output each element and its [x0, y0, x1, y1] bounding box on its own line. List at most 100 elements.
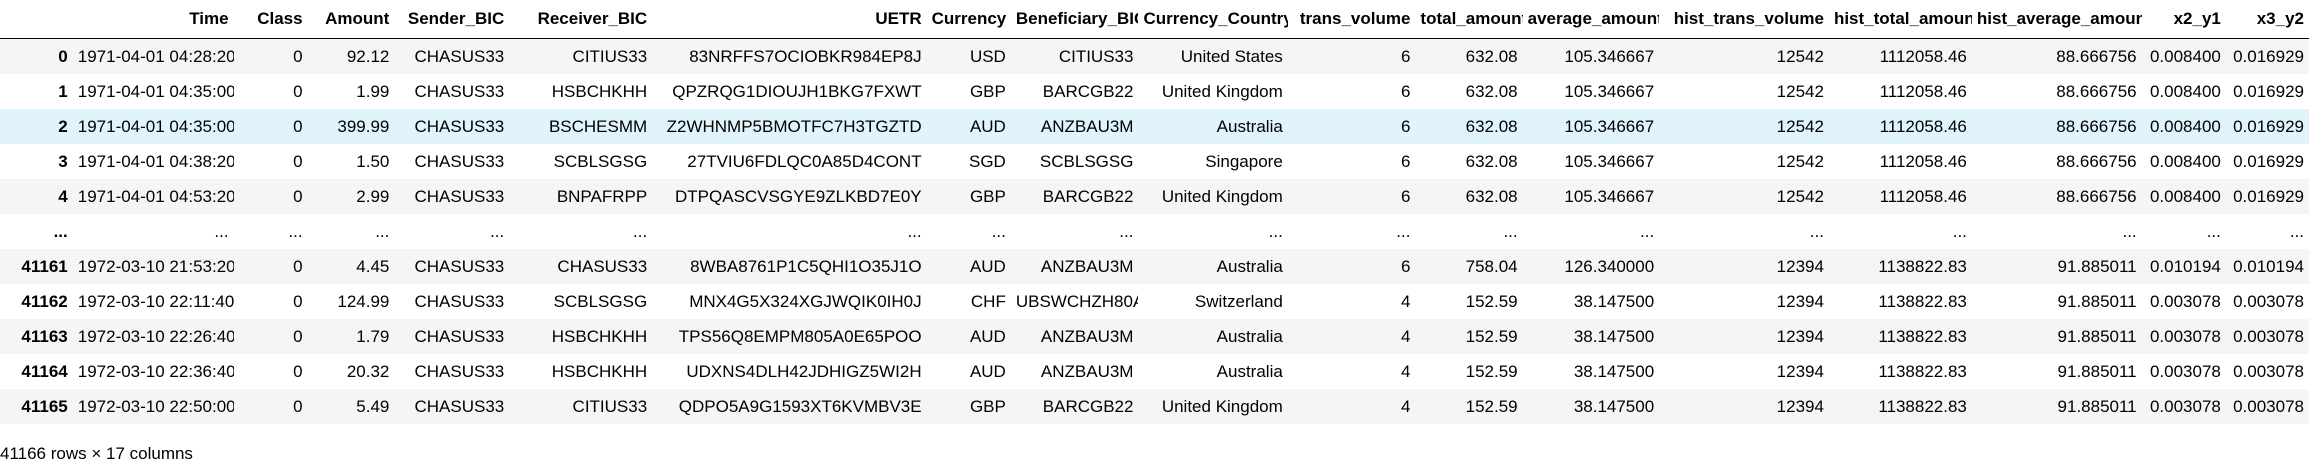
- row-index: 0: [58, 47, 68, 66]
- table-cell: 1112058.46: [1879, 152, 1967, 171]
- column-header-x2-y1: x2_y1: [2141, 0, 2226, 39]
- table-cell: ...: [1396, 222, 1411, 241]
- table-cell: CHASUS33: [414, 82, 505, 101]
- table-cell: 12542: [1776, 82, 1824, 101]
- table-cell: CHASUS33: [414, 257, 505, 276]
- table-cell: 1972-03-10 22:26:40: [77, 327, 234, 346]
- table-cell: 0: [293, 152, 303, 171]
- table-cell: 4: [1400, 292, 1411, 311]
- table-cell: 0.003078: [2149, 362, 2221, 381]
- table-cell: 1.79: [356, 327, 390, 346]
- table-cell: 758.04: [1465, 257, 1518, 276]
- table-cell: ...: [1268, 222, 1283, 241]
- table-cell: CITIUS33: [572, 397, 648, 416]
- table-cell: 105.346667: [1564, 82, 1655, 101]
- table-cell: 0.016929: [2233, 82, 2304, 101]
- column-header-amount: Amount: [307, 0, 395, 39]
- row-index: 1: [58, 82, 68, 101]
- column-header-currency-country: Currency_Country: [1138, 0, 1288, 39]
- table-row: 41164 1972-03-10 22:36:40 0 20.32 CHASUS33 HS…: [0, 354, 2309, 389]
- table-cell: ...: [1952, 222, 1967, 241]
- row-index: ...: [53, 222, 68, 241]
- table-cell: 88.666756: [2056, 152, 2137, 171]
- table-cell: 2.99: [356, 187, 390, 206]
- table-cell: 105.346667: [1564, 187, 1655, 206]
- table-cell: 0.016929: [2233, 187, 2304, 206]
- table-cell: TPS56Q8EMPM805A0E65POO: [678, 327, 922, 346]
- table-cell: 0.003078: [2149, 397, 2221, 416]
- row-index: 41163: [21, 327, 68, 346]
- table-cell: ...: [1809, 222, 1824, 241]
- header-row: Time Class Amount Sender_BIC Receiver_BI…: [0, 0, 2309, 39]
- table-cell: SCBLSGSG: [1039, 152, 1134, 171]
- table-cell: 1138822.83: [1878, 362, 1967, 381]
- table-cell: ANZBAU3M: [1040, 362, 1134, 381]
- table-cell: 399.99: [337, 117, 390, 136]
- table-cell: SGD: [969, 152, 1006, 171]
- table-cell: ...: [991, 222, 1006, 241]
- table-cell: 1112058.46: [1879, 117, 1967, 136]
- table-cell: 6: [1400, 82, 1411, 101]
- table-cell: 12394: [1776, 292, 1824, 311]
- table-cell: 12542: [1776, 47, 1824, 66]
- table-cell: CHASUS33: [414, 292, 505, 311]
- table-cell: 0: [293, 397, 303, 416]
- table-cell: 8WBA8761P1C5QHI1O35J1O: [690, 257, 922, 276]
- table-cell: CHASUS33: [414, 152, 505, 171]
- table-cell: HSBCHKHH: [551, 362, 648, 381]
- row-index: 3: [58, 152, 68, 171]
- table-cell: 38.147500: [1573, 397, 1655, 416]
- column-header-currency: Currency: [926, 0, 1011, 39]
- table-cell: AUD: [969, 327, 1006, 346]
- table-cell: GBP: [969, 82, 1006, 101]
- table-row: 41162 1972-03-10 22:11:40 0 124.99 CHASUS33 S…: [0, 284, 2309, 319]
- table-cell: Switzerland: [1194, 292, 1283, 311]
- column-header-receiver-bic: Receiver_BIC: [509, 0, 653, 39]
- row-index: 41161: [21, 257, 68, 276]
- table-cell: 0: [293, 257, 303, 276]
- table-cell: SCBLSGSG: [553, 292, 648, 311]
- table-cell: 1971-04-01 04:35:00: [77, 82, 234, 101]
- table-cell: ...: [2122, 222, 2137, 241]
- table-cell: 124.99: [337, 292, 390, 311]
- table-cell: 91.885011: [2057, 362, 2137, 381]
- table-cell: CHASUS33: [414, 362, 505, 381]
- table-cell: ...: [2206, 222, 2221, 241]
- table-cell: AUD: [969, 257, 1006, 276]
- column-header-hist-average-amount: hist_average_amount: [1971, 0, 2142, 39]
- row-index: 4: [58, 187, 68, 206]
- table-cell: 1112058.46: [1879, 82, 1967, 101]
- table-cell: 1138822.83: [1878, 292, 1967, 311]
- table-cell: CHASUS33: [557, 257, 648, 276]
- table-cell: 1972-03-10 22:36:40: [77, 362, 234, 381]
- dataframe-table: Time Class Amount Sender_BIC Receiver_BI…: [0, 0, 2309, 416]
- table-cell: 0.010194: [2149, 257, 2221, 276]
- table-cell: 4.45: [356, 257, 390, 276]
- table-cell: ...: [490, 222, 505, 241]
- table-cell: Australia: [1216, 362, 1283, 381]
- table-row: 1 1971-04-01 04:35:00 0 1.99 CHASUS33 HSBCHKH…: [0, 74, 2309, 109]
- table-cell: QPZRQG1DIOUJH1BKG7FXWT: [672, 82, 922, 101]
- table-cell: 38.147500: [1573, 362, 1655, 381]
- table-cell: 632.08: [1465, 47, 1518, 66]
- table-cell: AUD: [969, 117, 1006, 136]
- table-row: ........................................…: [0, 214, 2309, 249]
- table-cell: 1138822.83: [1878, 257, 1967, 276]
- table-cell: GBP: [969, 187, 1006, 206]
- table-cell: 105.346667: [1564, 117, 1655, 136]
- table-cell: 88.666756: [2056, 47, 2137, 66]
- table-cell: 12394: [1776, 257, 1824, 276]
- table-cell: 6: [1400, 117, 1411, 136]
- table-cell: 38.147500: [1573, 292, 1655, 311]
- table-cell: Z2WHNMP5BMOTFC7H3TGZTD: [666, 117, 922, 136]
- column-header-time: Time: [72, 0, 234, 39]
- table-cell: 1138822.83: [1878, 397, 1967, 416]
- table-row: 41161 1972-03-10 21:53:20 0 4.45 CHASUS33 CHA…: [0, 249, 2309, 284]
- table-cell: ...: [2289, 222, 2304, 241]
- table-cell: 0: [293, 117, 303, 136]
- table-cell: United Kingdom: [1161, 397, 1283, 416]
- table-cell: CHASUS33: [414, 117, 505, 136]
- table-cell: 38.147500: [1573, 327, 1655, 346]
- table-cell: 0.003078: [2233, 397, 2304, 416]
- table-cell: 1971-04-01 04:53:20: [77, 187, 234, 206]
